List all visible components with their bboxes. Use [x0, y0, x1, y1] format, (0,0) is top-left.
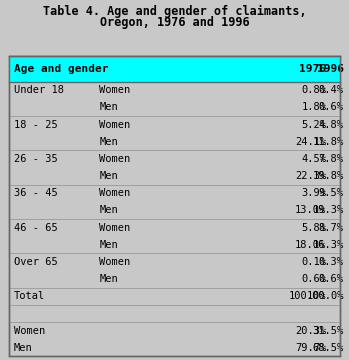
Text: Women: Women	[99, 257, 131, 267]
Text: Women: Women	[99, 222, 131, 233]
Text: 4.5%: 4.5%	[301, 154, 326, 164]
Text: 0.3%: 0.3%	[319, 257, 344, 267]
Bar	[9, 56, 340, 356]
Text: Men: Men	[99, 103, 118, 112]
Text: 46 - 65: 46 - 65	[14, 222, 58, 233]
Text: 16.3%: 16.3%	[312, 240, 344, 250]
Text: Men: Men	[14, 343, 33, 353]
Text: 1996: 1996	[317, 64, 344, 74]
Text: 3.9%: 3.9%	[301, 188, 326, 198]
Text: 1976: 1976	[299, 64, 326, 74]
Text: 7.8%: 7.8%	[319, 154, 344, 164]
Text: Women: Women	[14, 326, 45, 336]
Text: Women: Women	[99, 120, 131, 130]
Text: 13.0%: 13.0%	[295, 206, 326, 216]
Text: 100.0%: 100.0%	[306, 291, 344, 301]
Text: 20.3%: 20.3%	[295, 326, 326, 336]
Text: 18.0%: 18.0%	[295, 240, 326, 250]
Text: 22.3%: 22.3%	[295, 171, 326, 181]
Text: 18 - 25: 18 - 25	[14, 120, 58, 130]
Text: Oregon, 1976 and 1996: Oregon, 1976 and 1996	[100, 16, 249, 29]
Text: Men: Men	[99, 206, 118, 216]
Text: Women: Women	[99, 85, 131, 95]
Text: 8.7%: 8.7%	[319, 222, 344, 233]
Text: 9.5%: 9.5%	[319, 188, 344, 198]
Text: Total: Total	[14, 291, 45, 301]
Text: 0.6%: 0.6%	[301, 274, 326, 284]
Text: 79.7%: 79.7%	[295, 343, 326, 353]
Text: Men: Men	[99, 240, 118, 250]
Text: 68.5%: 68.5%	[312, 343, 344, 353]
Text: 24.1%: 24.1%	[295, 137, 326, 147]
Text: 100.0%: 100.0%	[289, 291, 326, 301]
Text: 36 - 45: 36 - 45	[14, 188, 58, 198]
Text: 0.6%: 0.6%	[319, 274, 344, 284]
Text: 1.8%: 1.8%	[301, 103, 326, 112]
Text: Women: Women	[99, 188, 131, 198]
Text: Men: Men	[99, 137, 118, 147]
Text: 0.6%: 0.6%	[319, 103, 344, 112]
Text: Men: Men	[99, 171, 118, 181]
Text: Women: Women	[99, 154, 131, 164]
Text: Under 18: Under 18	[14, 85, 64, 95]
Text: 31.5%: 31.5%	[312, 326, 344, 336]
Text: 0.1%: 0.1%	[301, 257, 326, 267]
Text: Men: Men	[99, 274, 118, 284]
Bar	[9, 56, 340, 82]
Text: 19.3%: 19.3%	[312, 206, 344, 216]
Text: 4.8%: 4.8%	[319, 120, 344, 130]
Text: Over 65: Over 65	[14, 257, 58, 267]
Text: 0.4%: 0.4%	[319, 85, 344, 95]
Text: Age and gender: Age and gender	[14, 64, 109, 74]
Text: 11.8%: 11.8%	[312, 137, 344, 147]
Text: 26 - 35: 26 - 35	[14, 154, 58, 164]
Text: Table 4. Age and gender of claimants,: Table 4. Age and gender of claimants,	[43, 5, 306, 18]
Text: 5.8%: 5.8%	[301, 222, 326, 233]
Text: 5.2%: 5.2%	[301, 120, 326, 130]
Text: 19.8%: 19.8%	[312, 171, 344, 181]
Text: 0.8%: 0.8%	[301, 85, 326, 95]
